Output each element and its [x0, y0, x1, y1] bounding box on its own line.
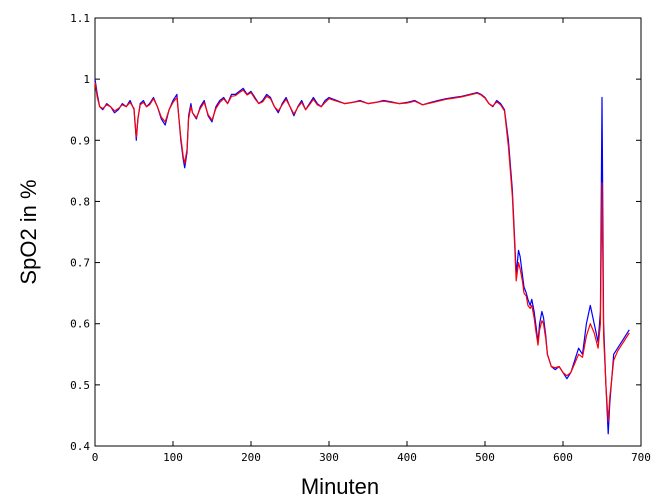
x-tick-label: 200 — [241, 451, 261, 464]
plot-frame — [94, 17, 642, 447]
series-line-2 — [94, 82, 630, 423]
y-tick-labels: 0.4 0.5 0.6 0.7 0.8 0.9 1 1.1 — [70, 12, 90, 453]
x-tick-label: 600 — [553, 451, 573, 464]
x-tick-label: 700 — [631, 451, 651, 464]
y-tick-label: 0.4 — [70, 440, 90, 453]
y-tick-label: 0.8 — [70, 195, 90, 208]
y-tick-label: 0.5 — [70, 379, 90, 392]
y-tick-label: 1.1 — [70, 12, 90, 25]
y-tick-label: 0.6 — [70, 318, 90, 331]
y-tick-label: 0.7 — [70, 257, 90, 270]
x-tick-label: 300 — [319, 451, 339, 464]
x-tick-label: 100 — [163, 451, 183, 464]
y-tick-label: 1 — [83, 73, 90, 86]
y-tick-label: 0.9 — [70, 134, 90, 147]
x-tick-label: 500 — [475, 451, 495, 464]
axis-ticks — [94, 17, 642, 447]
x-axis-title: Minuten — [301, 474, 379, 499]
x-tick-labels: 0 100 200 300 400 500 600 700 — [92, 451, 651, 464]
x-tick-label: 0 — [92, 451, 99, 464]
series-layer — [94, 79, 630, 435]
x-tick-label: 400 — [397, 451, 417, 464]
y-axis-title: SpO2 in % — [16, 179, 41, 284]
series-line-1 — [94, 79, 630, 435]
